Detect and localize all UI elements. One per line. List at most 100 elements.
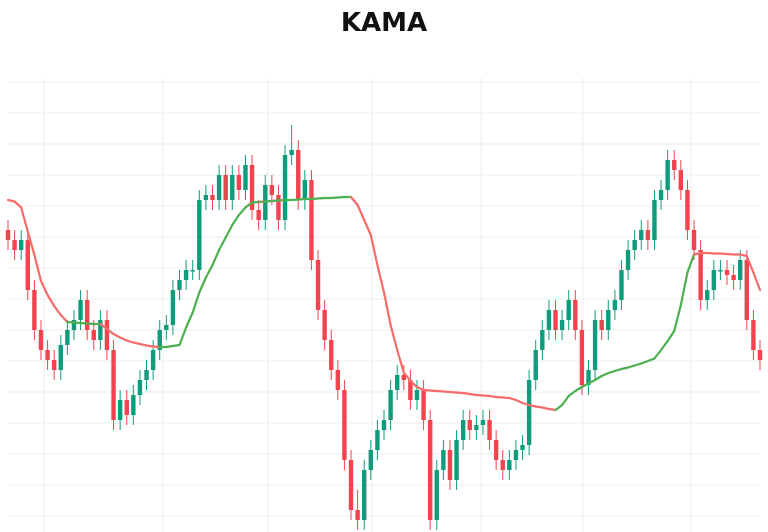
candle-up bbox=[150, 350, 156, 370]
candle-up bbox=[183, 270, 189, 280]
kama-segment bbox=[620, 366, 630, 371]
candle-up bbox=[711, 270, 717, 290]
candle-down bbox=[678, 170, 684, 190]
candle-up bbox=[559, 320, 565, 330]
kama-segment bbox=[79, 321, 89, 325]
candle-up bbox=[460, 420, 466, 440]
kama-segment bbox=[237, 206, 247, 217]
candle-up bbox=[507, 460, 512, 470]
candle-up bbox=[362, 470, 367, 520]
candle-up bbox=[58, 345, 63, 370]
candle-down bbox=[487, 420, 492, 440]
kama-segment bbox=[396, 348, 405, 374]
candle-up bbox=[540, 330, 545, 350]
candle-up bbox=[289, 150, 294, 155]
kama-segment bbox=[481, 394, 491, 398]
candle-down bbox=[12, 240, 17, 250]
candle-up bbox=[117, 400, 123, 420]
kama-segment bbox=[112, 332, 122, 339]
kama-segment bbox=[356, 203, 366, 222]
kama-segment bbox=[152, 345, 161, 349]
kama-segment bbox=[264, 199, 273, 203]
chart-title: KAMA bbox=[340, 8, 428, 38]
candle-down bbox=[751, 320, 756, 350]
candle-down bbox=[731, 275, 736, 280]
kama-segment bbox=[587, 378, 597, 385]
candle-up bbox=[375, 430, 380, 450]
candle-down bbox=[427, 420, 433, 520]
candle-up bbox=[586, 370, 591, 385]
kama-segment bbox=[448, 390, 458, 394]
kama-segment bbox=[686, 253, 696, 274]
kama-segment bbox=[442, 390, 452, 394]
kama-segment bbox=[554, 403, 564, 412]
candle-down bbox=[236, 175, 242, 190]
candle-up bbox=[78, 300, 83, 320]
kama-segment bbox=[171, 343, 181, 348]
kama-segment bbox=[593, 374, 603, 382]
kama-segment bbox=[455, 391, 465, 395]
candles bbox=[5, 125, 763, 530]
kama-segment bbox=[508, 396, 518, 402]
candle-up bbox=[546, 310, 552, 330]
kama-segment bbox=[706, 251, 715, 255]
candle-down bbox=[342, 390, 347, 460]
candle-up bbox=[243, 165, 248, 190]
candle-down bbox=[691, 230, 697, 250]
candle-down bbox=[355, 510, 360, 520]
kama-segment bbox=[6, 198, 16, 203]
kama-segment bbox=[211, 248, 221, 267]
kama-segment bbox=[626, 364, 636, 369]
candle-down bbox=[672, 160, 677, 170]
kama-segment bbox=[231, 213, 240, 227]
candle-up bbox=[170, 290, 176, 325]
candle-up bbox=[137, 380, 143, 395]
candle-down bbox=[309, 180, 314, 260]
kama-segment bbox=[244, 201, 254, 209]
kama-segment bbox=[528, 403, 537, 408]
candle-down bbox=[32, 290, 37, 330]
kama-segment bbox=[138, 342, 148, 347]
candle-down bbox=[124, 400, 129, 415]
candle-down bbox=[322, 310, 327, 340]
candle-up bbox=[71, 320, 77, 330]
candle-down bbox=[45, 350, 50, 360]
candle-up bbox=[705, 290, 710, 300]
kama-segment bbox=[336, 195, 346, 199]
candle-down bbox=[724, 270, 730, 275]
kama-segment bbox=[580, 382, 590, 389]
candle-down bbox=[757, 350, 763, 360]
kama-segment bbox=[132, 341, 142, 346]
kama-segment bbox=[20, 206, 29, 233]
candle-down bbox=[493, 440, 499, 460]
kama-segment bbox=[125, 339, 135, 344]
kama-segment bbox=[191, 291, 201, 314]
kama-segment bbox=[600, 371, 610, 378]
candle-down bbox=[210, 195, 215, 200]
candle-up bbox=[368, 450, 374, 470]
kama-segment bbox=[105, 327, 115, 336]
kama-segment bbox=[534, 405, 544, 409]
kama-segment bbox=[739, 253, 748, 258]
kama-segment bbox=[330, 196, 339, 200]
kama-segment bbox=[250, 200, 260, 204]
candle-up bbox=[652, 200, 657, 240]
kama-segment bbox=[725, 252, 735, 256]
candle-up bbox=[566, 300, 571, 320]
kama-segment bbox=[462, 391, 471, 396]
candle-up bbox=[639, 230, 644, 240]
kama-segment bbox=[257, 200, 267, 204]
kama-segment bbox=[290, 198, 300, 202]
kama-segment bbox=[409, 379, 419, 389]
kama-segment bbox=[561, 394, 570, 407]
kama-segment bbox=[277, 198, 287, 202]
kama-segment bbox=[673, 303, 682, 333]
candle-down bbox=[348, 460, 354, 510]
candle-down bbox=[401, 375, 406, 380]
candle-down bbox=[579, 330, 585, 385]
kama-segment bbox=[422, 388, 432, 392]
kama-segment bbox=[363, 218, 372, 237]
kama-segment bbox=[547, 407, 557, 412]
candle-down bbox=[51, 360, 57, 370]
candle-down bbox=[104, 320, 110, 350]
